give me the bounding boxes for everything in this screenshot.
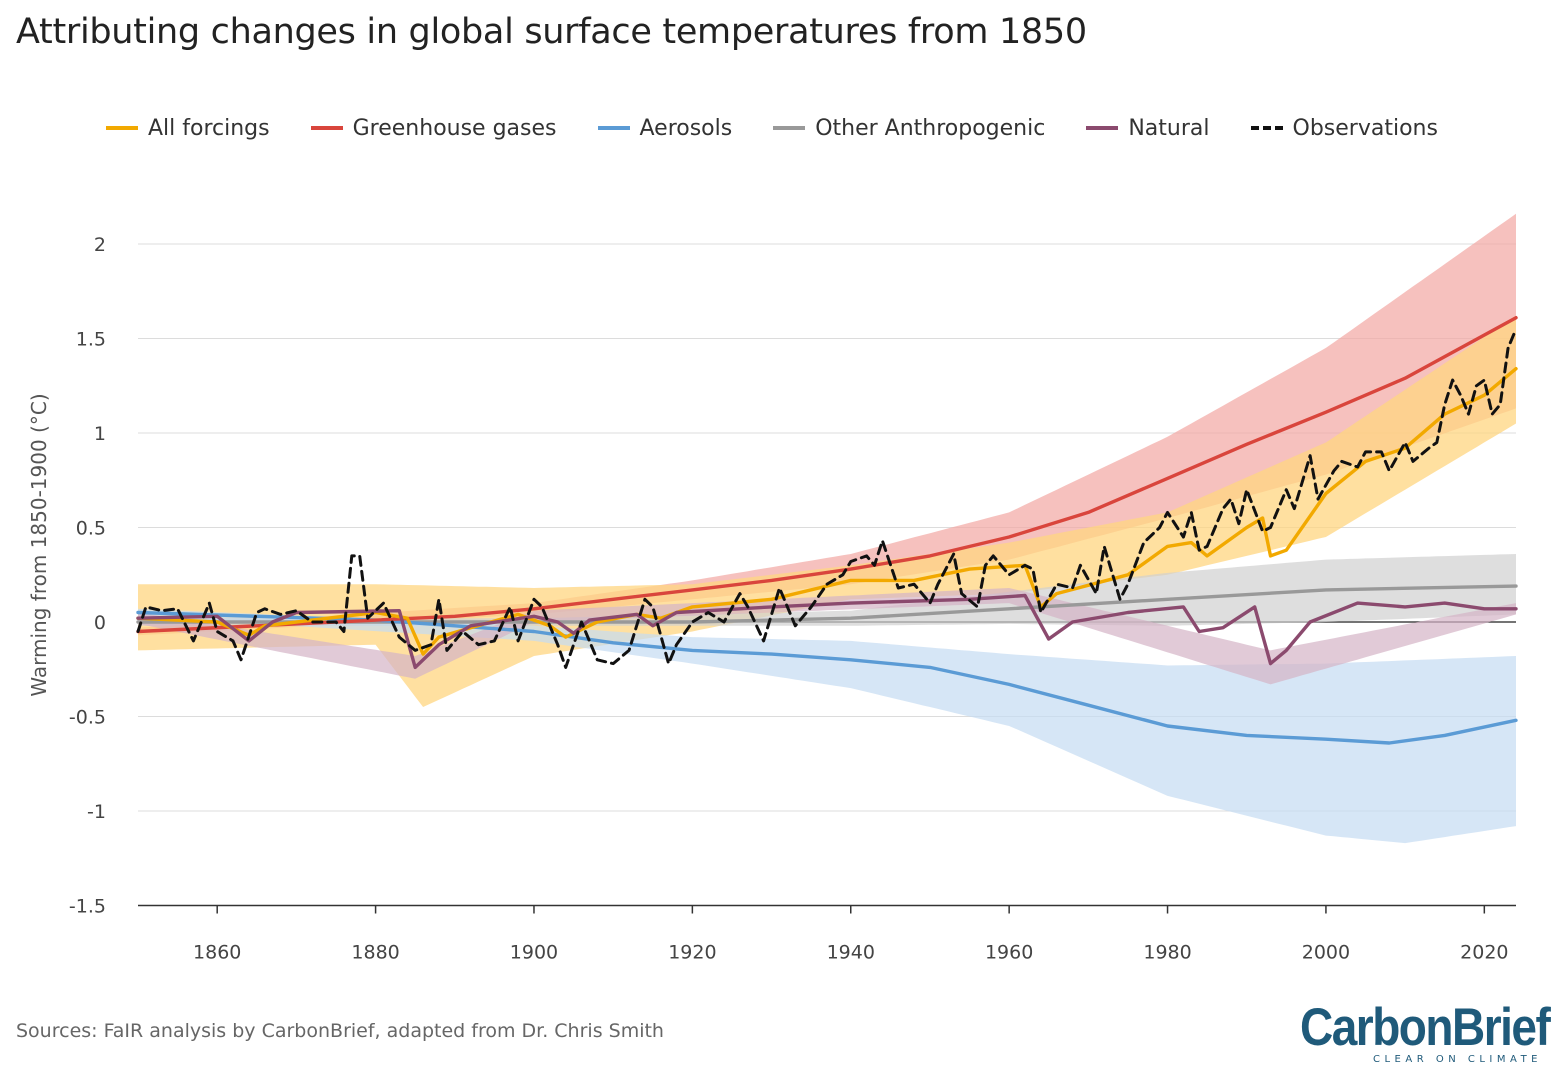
y-tick-label: -0.5 [69, 707, 106, 729]
y-tick-label: 1 [94, 423, 106, 445]
x-tick-label: 1860 [193, 942, 241, 964]
y-tick-label: -1 [87, 801, 106, 823]
legend-label-aerosols: Aerosols [639, 115, 733, 141]
y-axis-label: Warming from 1850-1900 (°C) [27, 393, 51, 696]
x-tick-label: 2000 [1302, 942, 1350, 964]
legend-label-natural: Natural [1128, 115, 1210, 141]
x-tick-label: 1900 [510, 942, 558, 964]
legend-item-greenhouse-gases[interactable]: Greenhouse gases [310, 115, 557, 141]
legend-swatch-observations [1250, 126, 1283, 130]
legend-swatch-all-forcings [106, 126, 138, 130]
y-tick-label: 2 [94, 234, 106, 256]
chart-title: Attributing changes in global surface te… [16, 12, 1087, 52]
band-aero [138, 608, 1516, 844]
x-tick-label: 1880 [351, 942, 399, 964]
series-line-nat [136, 593, 1518, 670]
legend-item-natural[interactable]: Natural [1086, 115, 1210, 141]
uncertainty-bands [138, 213, 1516, 844]
series-line-obs [136, 327, 1518, 669]
x-tick-label: 1940 [827, 942, 875, 964]
series-lines [136, 316, 1518, 745]
legend-label-all-forcings: All forcings [148, 115, 270, 141]
legend-swatch-other-anthropogenic [773, 126, 806, 130]
logo-tagline: CLEAR ON CLIMATE [1373, 1054, 1542, 1065]
axes: 2 1.5 1 0.5 0 -0.5 -1 -1.5 1860 1880 1900 1920 1940 1… [69, 234, 1516, 964]
legend-item-observations[interactable]: Observations [1250, 115, 1438, 141]
x-tick-label: 1980 [1143, 942, 1191, 964]
chart-legend: All forcings Greenhouse gases Aerosols O… [106, 112, 1479, 144]
x-tick-label: 1960 [985, 942, 1033, 964]
y-tick-label: -1.5 [69, 896, 106, 918]
legend-item-aerosols[interactable]: Aerosols [597, 115, 733, 141]
carbonbrief-logo[interactable]: CarbonBrief CLEAR ON CLIMATE [1300, 996, 1551, 1068]
x-tick-label: 2020 [1460, 942, 1508, 964]
legend-swatch-natural [1086, 126, 1119, 130]
legend-label-other-anthropogenic: Other Anthropogenic [815, 115, 1046, 141]
band-ghg [138, 213, 1516, 636]
source-note: Sources: FaIR analysis by CarbonBrief, a… [16, 1020, 664, 1042]
legend-item-other-anthropogenic[interactable]: Other Anthropogenic [773, 116, 1045, 141]
series-line-all [136, 367, 1518, 656]
legend-swatch-aerosols [597, 126, 630, 130]
series-line-aero [136, 610, 1518, 745]
legend-swatch-greenhouse-gases [310, 126, 343, 130]
logo-wordmark: CarbonBrief [1300, 996, 1551, 1057]
y-tick-label: 0.5 [76, 518, 106, 540]
legend-label-observations: Observations [1292, 115, 1438, 141]
band-all [138, 315, 1516, 707]
x-tick-label: 1920 [668, 942, 716, 964]
legend-item-all-forcings[interactable]: All forcings [106, 116, 270, 141]
y-tick-label: 0 [94, 612, 106, 634]
legend-label-greenhouse-gases: Greenhouse gases [352, 115, 557, 141]
y-tick-label: 1.5 [76, 329, 106, 351]
band-nat [138, 588, 1516, 685]
